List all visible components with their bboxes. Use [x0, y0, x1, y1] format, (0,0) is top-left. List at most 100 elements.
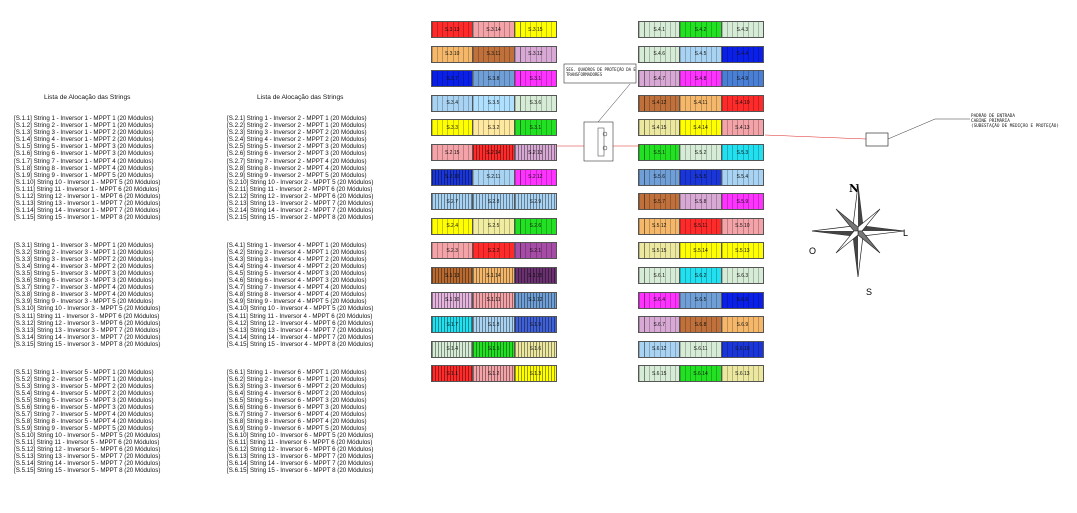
string-block-label: S.3.4	[446, 100, 459, 107]
string-allocation-line: [S.2.5] String 5 - Inversor 2 - MPPT 3 (…	[227, 143, 367, 151]
compass-rose-icon	[811, 184, 905, 278]
module-row: S.2.4 S.2.5 S.2.6	[431, 217, 557, 235]
string-block: S.3.11	[473, 46, 515, 62]
string-block-label: S.6.7	[653, 321, 666, 328]
string-block: S.6.7	[639, 317, 681, 333]
module-row: S.5.15 S.5.14 S.5.13	[638, 242, 764, 260]
string-block-label: S.6.13	[735, 370, 750, 377]
breaker-symbol	[602, 131, 608, 137]
string-block: S.1.3	[514, 366, 557, 382]
string-allocation-line: [S.6.6] String 6 - Inversor 6 - MPPT 3 (…	[227, 404, 367, 412]
string-block: S.1.12	[514, 292, 557, 308]
string-block: S.3.1	[514, 120, 557, 136]
string-block: S.6.13	[721, 366, 764, 382]
string-allocation-line: [S.1.3] String 3 - Inversor 1 - MPPT 2 (…	[14, 129, 154, 137]
string-allocation-line: [S.1.10] String 10 - Inversor 1 - MPPT 5…	[14, 178, 161, 186]
string-block-label: S.1.9	[529, 321, 542, 328]
string-block-label: S.6.14	[693, 370, 708, 377]
string-allocation-line: [S.5.10] String 10 - Inversor 5 - MPPT 5…	[14, 432, 161, 440]
string-block-label: S.3.8	[487, 75, 500, 82]
string-block: S.2.2	[473, 243, 515, 259]
module-row: S.5.1 S.5.2 S.5.3	[638, 144, 764, 161]
string-block: S.5.10	[721, 218, 764, 234]
string-block-label: S.6.5	[694, 297, 707, 304]
string-block-label: S.5.14	[693, 247, 708, 254]
string-block: S.6.4	[639, 292, 681, 308]
string-block-label: S.6.1	[653, 272, 666, 279]
string-block: S.1.6	[514, 341, 557, 357]
list-group-inv6: [S.6.1] String 1 - Inversor 6 - MPPT 1 (…	[227, 369, 373, 475]
string-block-label: S.3.7	[446, 75, 459, 82]
string-allocation-line: [S.3.13] String 13 - Inversor 3 - MPPT 7…	[14, 326, 161, 334]
string-block-label: S.4.12	[651, 100, 667, 107]
string-allocation-line: [S.5.8] String 8 - Inversor 5 - MPPT 4 (…	[14, 418, 154, 426]
string-allocation-line: [S.4.14] String 14 - Inversor 4 - MPPT 7…	[227, 333, 374, 341]
entry-note: PADRÃO DE ENTRADA CABINE PRIMÁRIA (SUBES…	[971, 114, 1059, 129]
string-allocation-line: [S.4.1] String 1 - Inversor 4 - MPPT 1 (…	[227, 242, 367, 250]
string-allocation-line: [S.3.10] String 10 - Inversor 3 - MPPT 5…	[14, 305, 161, 313]
string-block-label: S.2.8	[487, 198, 500, 205]
string-allocation-line: [S.2.4] String 4 - Inversor 2 - MPPT 2 (…	[227, 136, 367, 144]
string-block: S.1.4	[432, 341, 474, 357]
string-block-label: S.5.3	[736, 149, 749, 156]
string-block-label: S.4.9	[736, 75, 749, 82]
entry-box	[865, 132, 889, 147]
string-block: S.3.2	[473, 120, 515, 136]
string-block: S.2.12	[514, 169, 557, 185]
compass-south: S	[866, 287, 872, 297]
string-block-label: S.2.6	[529, 223, 542, 230]
protection-panel	[583, 121, 614, 162]
string-allocation-line: [S.1.9] String 9 - Inversor 1 - MPPT 5 (…	[14, 171, 154, 179]
string-block-label: S.2.4	[446, 223, 459, 230]
module-row: S.6.15 S.6.14 S.6.13	[638, 365, 764, 383]
string-allocation-line: [S.4.7] String 7 - Inversor 4 - MPPT 4 (…	[227, 284, 367, 292]
string-block: S.4.5	[680, 46, 722, 62]
string-block: S.1.9	[514, 317, 557, 333]
string-block: S.4.9	[721, 71, 764, 87]
string-block-label: S.4.3	[736, 26, 749, 33]
string-block: S.1.8	[473, 317, 515, 333]
list-group-inv3: [S.3.1] String 1 - Inversor 3 - MPPT 1 (…	[14, 242, 160, 348]
string-block: S.6.1	[639, 268, 681, 283]
module-row: S.1.10 S.1.11 S.1.12	[431, 291, 557, 309]
string-block: S.6.10	[721, 341, 764, 357]
string-block-label: S.1.6	[529, 346, 542, 353]
string-block-label: S.4.11	[693, 100, 708, 107]
module-row: S.3.3 S.3.2 S.3.1	[431, 119, 557, 137]
string-block: S.3.10	[432, 46, 474, 62]
list-group-inv1: [S.1.1] String 1 - Inversor 1 - MPPT 1 (…	[14, 115, 160, 221]
string-block-label: S.4.7	[653, 75, 666, 82]
string-allocation-line: [S.1.1] String 1 - Inversor 1 - MPPT 1 (…	[14, 115, 154, 123]
string-block: S.1.10	[432, 292, 474, 308]
string-allocation-line: [S.1.13] String 13 - Inversor 1 - MPPT 7…	[14, 199, 161, 207]
module-row: S.5.6 S.5.5 S.5.4	[638, 168, 764, 186]
string-block-label: S.2.10	[444, 174, 460, 181]
string-allocation-line: [S.6.13] String 13 - Inversor 6 - MPPT 7…	[227, 453, 374, 461]
string-block: S.2.6	[514, 218, 557, 234]
string-block: S.3.5	[473, 95, 515, 111]
string-block-label: S.2.2	[487, 247, 500, 254]
string-allocation-line: [S.3.15] String 15 - Inversor 3 - MPPT 8…	[14, 340, 161, 348]
string-allocation-line: [S.2.3] String 3 - Inversor 2 - MPPT 2 (…	[227, 129, 367, 137]
feeder-line	[764, 134, 867, 140]
string-block-label: S.3.13	[444, 26, 460, 33]
list-title: Lista de Alocação das Strings	[43, 94, 131, 102]
string-allocation-line: [S.6.7] String 7 - Inversor 6 - MPPT 4 (…	[227, 411, 367, 419]
module-row: S.2.7 S.2.8 S.2.9	[431, 193, 557, 211]
string-allocation-line: [S.4.9] String 9 - Inversor 4 - MPPT 5 (…	[227, 298, 367, 306]
string-block: S.4.15	[639, 120, 681, 136]
string-block: S.4.7	[639, 71, 681, 87]
string-allocation-line: [S.1.6] String 6 - Inversor 1 - MPPT 3 (…	[14, 150, 154, 158]
string-allocation-line: [S.1.8] String 8 - Inversor 1 - MPPT 4 (…	[14, 164, 154, 172]
compass-west: O	[809, 246, 816, 256]
string-block: S.3.12	[514, 46, 557, 62]
string-allocation-line: [S.2.2] String 2 - Inversor 2 - MPPT 1 (…	[227, 122, 367, 130]
string-allocation-line: [S.3.2] String 2 - Inversor 3 - MPPT 1 (…	[14, 249, 154, 257]
string-block: S.2.15	[432, 145, 474, 160]
string-allocation-line: [S.1.15] String 15 - Inversor 1 - MPPT 8…	[14, 213, 161, 221]
string-block-label: S.3.1	[529, 124, 542, 131]
string-allocation-line: [S.2.14] String 14 - Inversor 2 - MPPT 7…	[227, 206, 374, 214]
string-allocation-line: [S.6.12] String 12 - Inversor 6 - MPPT 6…	[227, 446, 374, 454]
string-block: S.5.1	[639, 145, 681, 160]
string-allocation-line: [S.6.2] String 2 - Inversor 6 - MPPT 1 (…	[227, 375, 367, 383]
